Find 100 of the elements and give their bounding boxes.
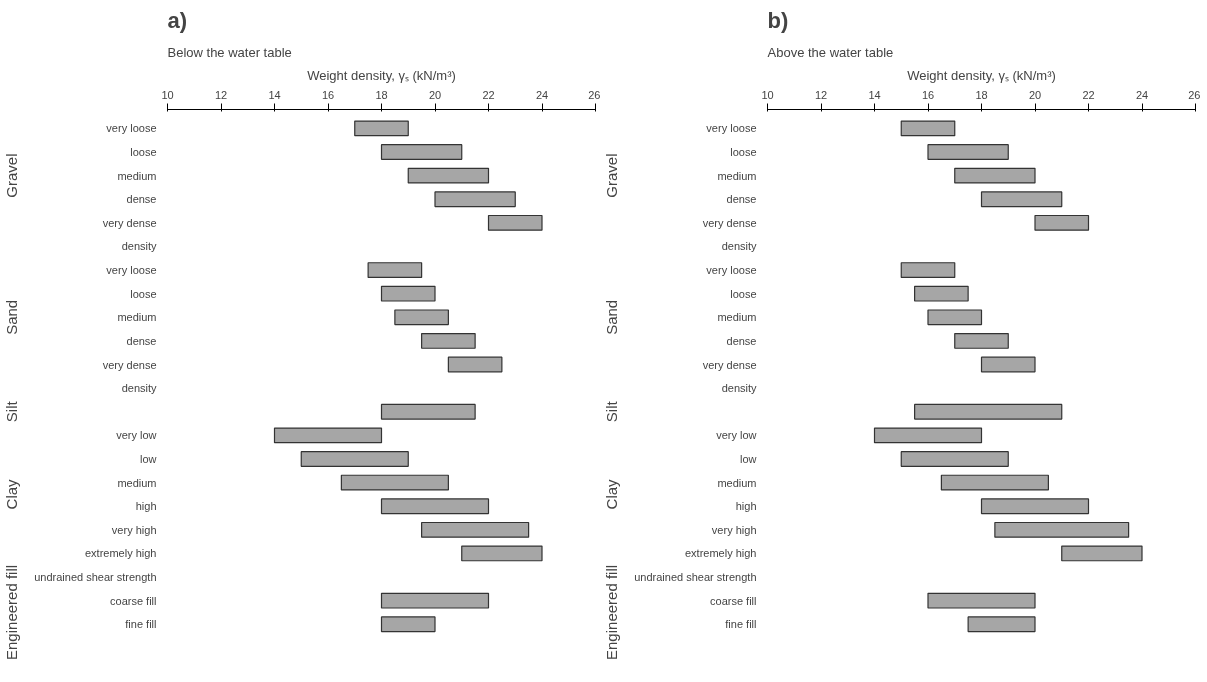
y-tick-label: loose [130,146,157,158]
y-tick-label: fine fill [725,618,757,631]
text: Gravel [3,153,21,198]
y-tick-label: medium [717,169,757,182]
x-tick-label: 22 [1082,88,1095,101]
y-tick-label: very dense [702,216,757,229]
bar [927,309,983,326]
bar [300,451,409,467]
y-tick-label: dense [126,193,157,206]
bar [980,191,1063,208]
text: Engineered fill [3,564,21,660]
y-tick-label: very dense [702,358,757,371]
bar [980,356,1036,373]
text: Sand [603,299,621,335]
y-tick-label: low [739,452,757,465]
text: Clay [603,478,621,510]
y-tick-label: medium [117,311,157,324]
y-tick-label: very loose [706,122,757,135]
y-tick-label: medium [717,311,757,324]
bar [980,498,1090,515]
y-tick-label: very loose [106,122,157,135]
x-tick-label: 20 [1028,88,1042,101]
x-tick-label: 14 [268,88,281,101]
bar [380,592,490,609]
bar [380,403,476,420]
x-tick-label: 20 [428,88,442,101]
bar [900,262,956,278]
x-tick-label: 22 [482,88,495,101]
x-tick-label: 14 [868,88,881,101]
bar [421,521,530,538]
y-tick-label: very loose [106,264,157,277]
x-tick-label: 24 [1135,88,1149,101]
y-tick-label: fine fill [125,618,157,631]
bar [461,545,543,562]
bar [927,144,1009,160]
y-tick-label: very low [116,429,157,442]
y-tick-label: loose [730,146,757,158]
bar [434,191,516,208]
y-tick-label: coarse fill [110,594,157,607]
text: Clay [3,478,21,510]
bar [954,167,1036,184]
x-tick-label: 16 [921,88,935,101]
y-tick-label: high [735,500,757,513]
bar [367,262,423,278]
text: Engineered fill [603,564,621,660]
bar [873,427,983,444]
bar [954,332,1009,349]
bar [407,167,490,184]
bar [354,120,409,137]
text: density [721,382,757,395]
y-tick-label: very high [711,523,757,536]
bar [421,332,476,349]
y-tick-label: very dense [102,216,157,229]
bar [340,474,449,491]
y-tick-label: medium [717,476,757,489]
bar [487,214,543,231]
x-tick-label: 16 [321,88,335,101]
y-tick-label: extremely high [684,547,757,560]
chart-title: a) [167,7,188,33]
bar [447,356,503,373]
bar [380,616,436,633]
text: Silt [603,400,621,423]
text: Sand [3,299,21,335]
x-tick-label: 26 [1188,88,1201,101]
x-axis-title: Weight density, γₛ (kN/m³) [907,67,1056,83]
bar [940,474,1049,491]
chart-subtitle: Above the water table [767,44,894,60]
bar [927,592,1036,609]
x-tick-label: 12 [814,88,828,101]
x-tick-label: 24 [535,88,549,101]
y-tick-label: dense [726,193,757,206]
y-tick-label: dense [726,334,757,347]
x-tick-label: 10 [161,88,174,101]
text: undrained shear strength [34,571,157,584]
text: Gravel [603,153,621,198]
bar [380,498,490,515]
x-axis-title: Weight density, γₛ (kN/m³) [307,67,456,83]
y-tick-label: medium [117,476,157,489]
x-tick-label: 10 [761,88,774,101]
bar [1034,214,1090,231]
y-tick-label: loose [130,287,157,300]
x-tick-label: 26 [588,88,601,101]
text: density [721,240,757,253]
y-tick-label: very high [111,523,157,536]
bar [273,427,383,444]
bar [900,120,956,137]
y-tick-label: high [135,500,157,513]
bar [900,451,1009,467]
bar [914,285,969,302]
bar [380,144,463,160]
bar [914,403,1063,420]
y-tick-label: very dense [102,358,157,371]
chart-title: b) [767,7,789,33]
bar [994,521,1130,538]
y-tick-label: coarse fill [710,594,757,607]
y-tick-label: very loose [706,264,757,277]
text: density [121,240,157,253]
bar [1061,545,1143,562]
x-tick-label: 12 [214,88,228,101]
y-tick-label: dense [126,334,157,347]
